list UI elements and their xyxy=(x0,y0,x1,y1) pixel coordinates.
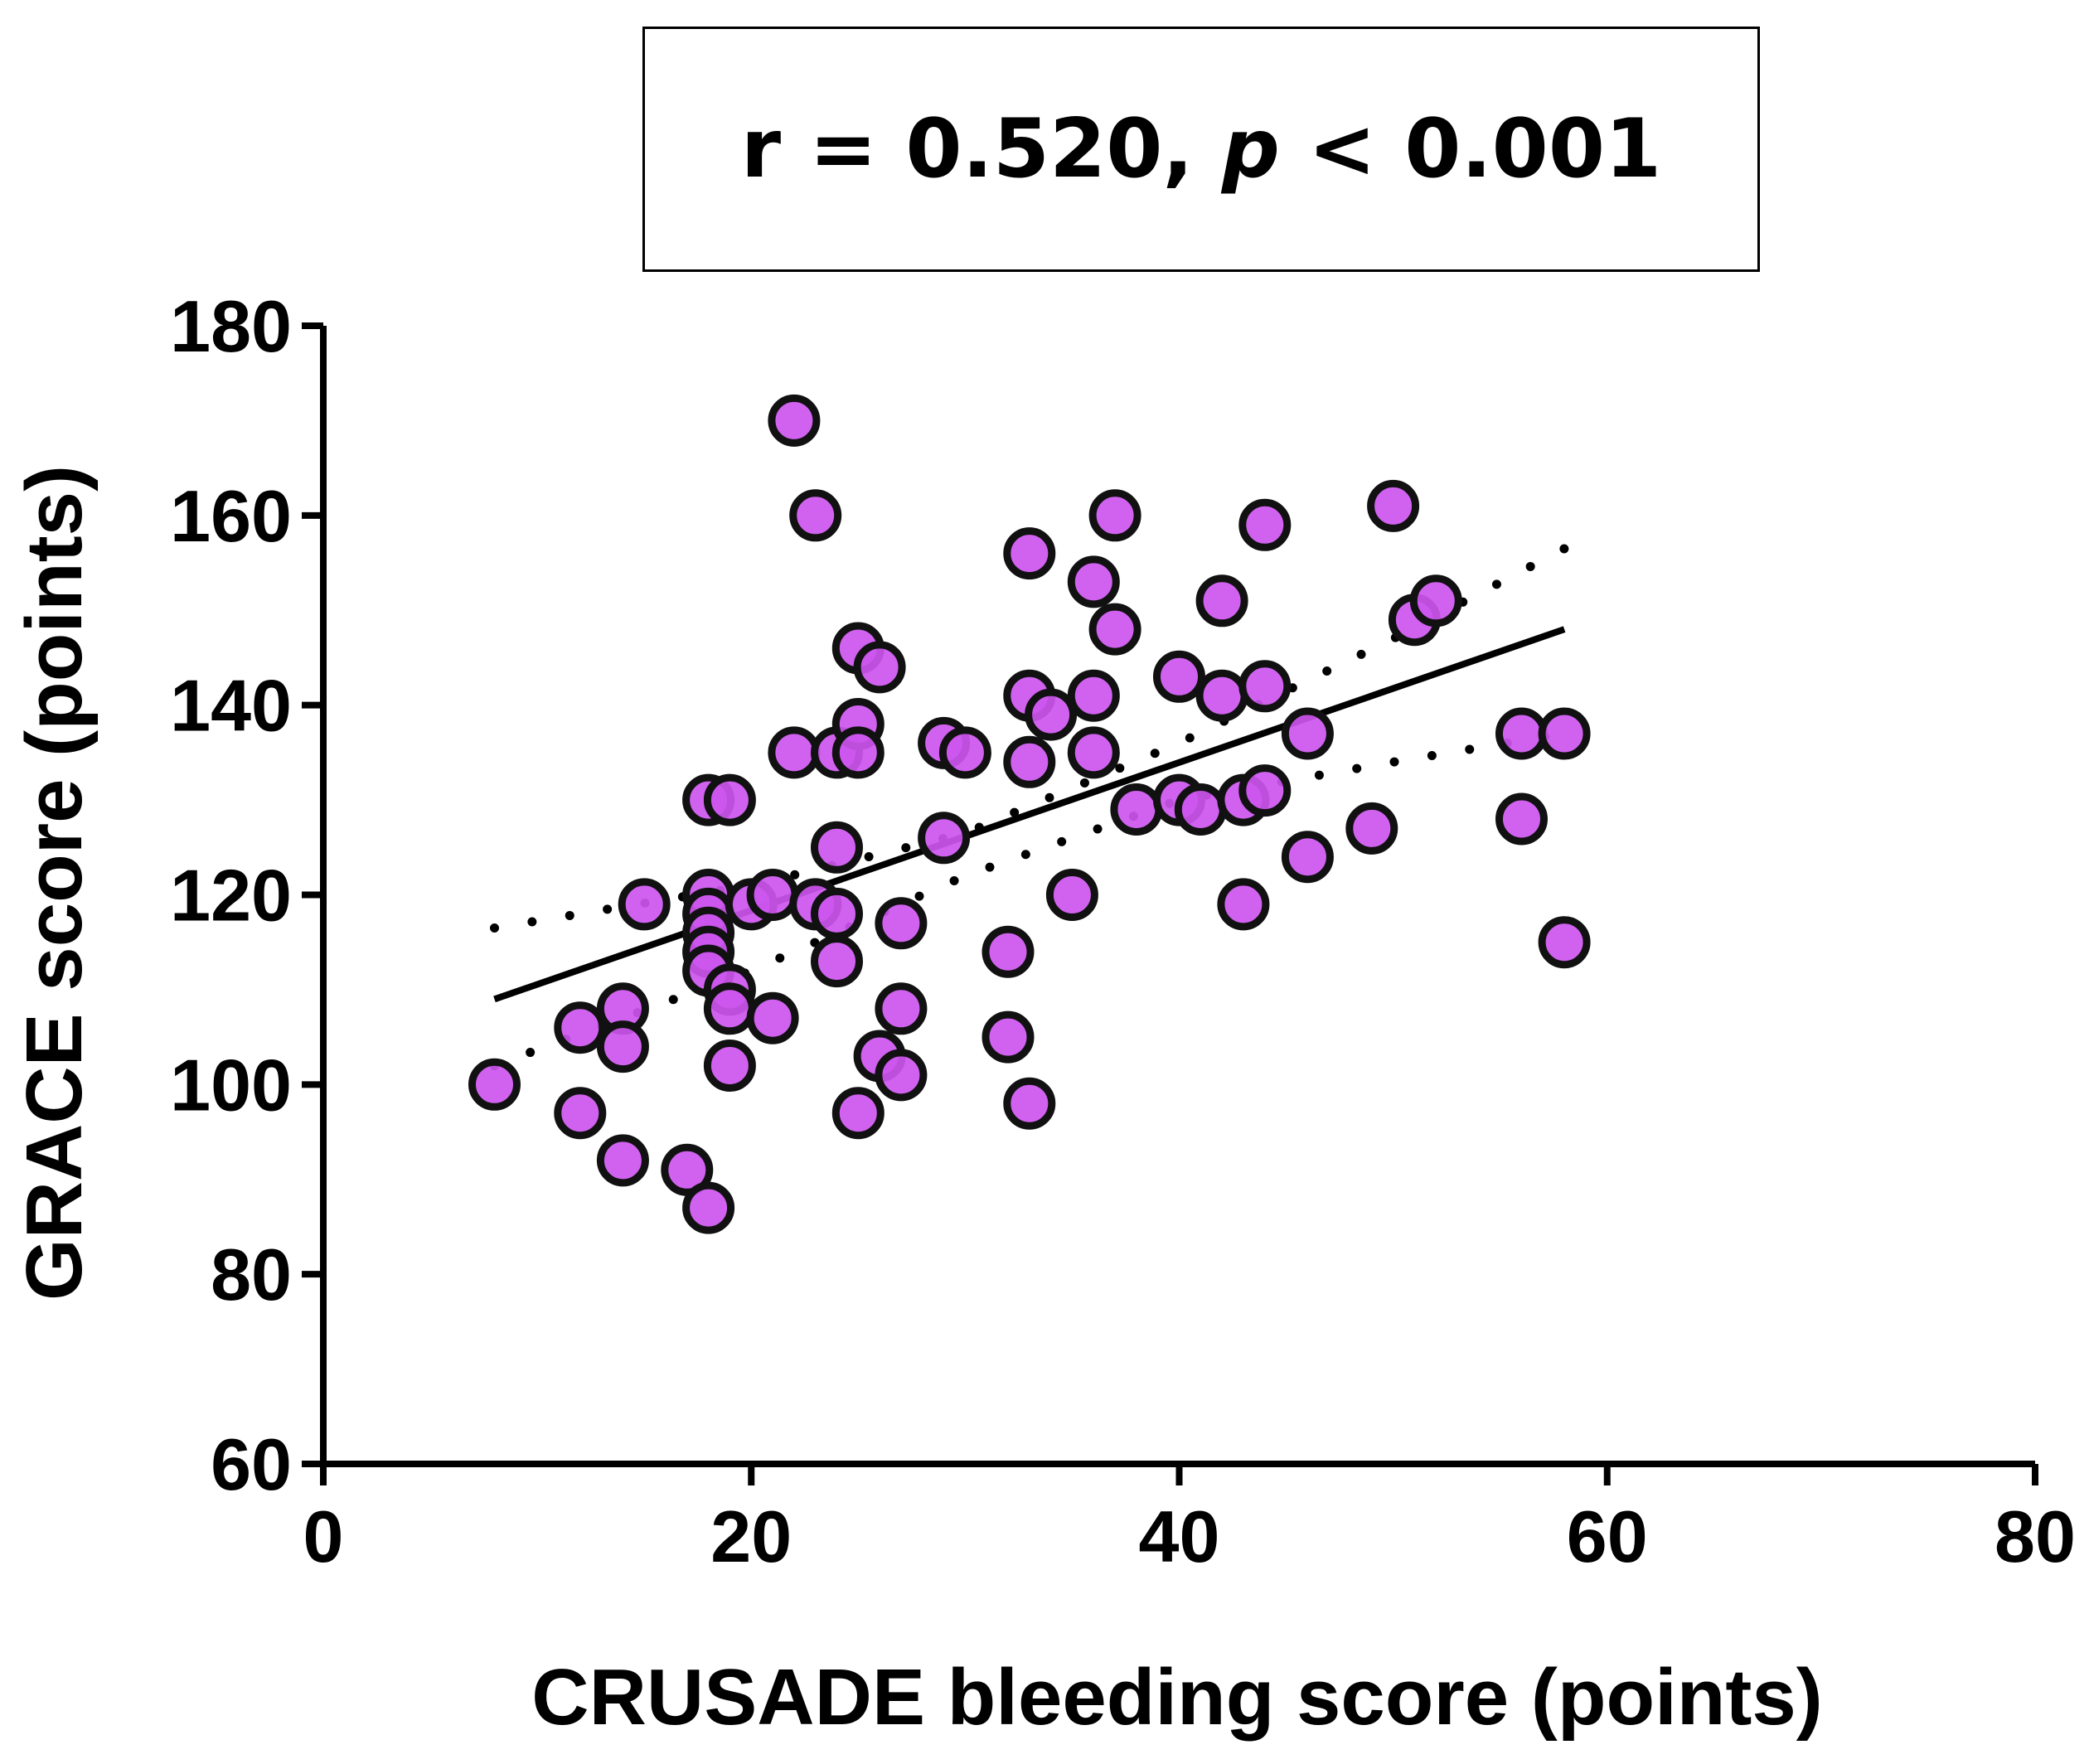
data-point xyxy=(1281,707,1334,760)
data-point xyxy=(1003,735,1056,788)
x-tick-label: 40 xyxy=(1139,1495,1220,1577)
data-point xyxy=(1217,878,1270,931)
y-axis-title: GRACE score (points) xyxy=(10,465,99,1301)
data-point xyxy=(1045,869,1098,921)
data-point xyxy=(853,641,906,694)
data-point xyxy=(875,897,928,950)
data-point xyxy=(1195,574,1248,628)
correlation-annotation-box: r = 0.520, p < 0.001 xyxy=(642,27,1760,272)
x-tick-label: 60 xyxy=(1567,1495,1648,1577)
data-point xyxy=(811,821,863,874)
data-point xyxy=(1281,831,1334,884)
data-point xyxy=(789,489,842,542)
x-axis-title: CRUSADE bleeding score (points) xyxy=(531,1653,1822,1742)
p-value-threshold: < 0.001 xyxy=(1279,102,1662,196)
p-symbol: p xyxy=(1221,102,1280,196)
data-point xyxy=(981,925,1035,978)
regression-layer xyxy=(493,626,1566,1003)
data-point xyxy=(1067,726,1120,779)
data-point xyxy=(1495,792,1548,846)
data-point xyxy=(1345,802,1398,855)
data-point xyxy=(831,1087,885,1140)
data-point xyxy=(875,1049,928,1102)
data-point xyxy=(703,1040,756,1092)
data-point xyxy=(596,1134,649,1187)
data-point xyxy=(1025,688,1078,741)
y-tick-label: 80 xyxy=(211,1233,292,1316)
data-point xyxy=(981,1010,1035,1064)
data-points xyxy=(468,394,1591,1234)
data-point xyxy=(468,1058,521,1111)
regression-line xyxy=(493,626,1566,1003)
data-point xyxy=(1367,479,1420,532)
data-point xyxy=(811,887,863,940)
x-tick-label: 20 xyxy=(710,1495,792,1577)
data-point xyxy=(918,812,971,865)
data-point xyxy=(618,878,671,931)
data-point xyxy=(596,1020,649,1073)
data-point xyxy=(831,726,885,779)
data-point xyxy=(703,982,756,1035)
data-point xyxy=(1067,555,1120,608)
data-point xyxy=(1088,603,1141,656)
data-point xyxy=(746,869,799,921)
y-tick-label: 160 xyxy=(170,475,292,557)
y-tick-label: 60 xyxy=(211,1423,292,1505)
data-point xyxy=(768,394,821,447)
data-point xyxy=(746,991,799,1044)
correlation-stat: r = 0.520, xyxy=(740,102,1222,196)
data-point xyxy=(875,982,928,1035)
data-point xyxy=(1088,489,1141,542)
y-tick-label: 100 xyxy=(170,1044,292,1126)
axes: 60 80 100 120 140 160 180 0 20 40 60 80 xyxy=(170,285,2076,1577)
data-point xyxy=(1003,1077,1056,1130)
data-point xyxy=(1238,764,1292,817)
data-point xyxy=(1495,707,1548,760)
data-point xyxy=(1538,707,1591,760)
x-tick-label: 80 xyxy=(1994,1495,2076,1577)
data-point xyxy=(1174,783,1227,836)
data-point xyxy=(938,726,991,779)
data-point xyxy=(811,935,863,988)
data-point xyxy=(1110,783,1163,836)
y-tick-label: 180 xyxy=(170,285,292,367)
data-point xyxy=(1238,660,1292,713)
data-point xyxy=(554,1087,607,1140)
data-point xyxy=(1153,650,1205,703)
data-point xyxy=(1238,498,1292,551)
data-point xyxy=(682,1181,735,1234)
data-point xyxy=(703,773,756,826)
data-point xyxy=(1003,527,1056,580)
data-point xyxy=(1067,669,1120,722)
x-tick-label: 0 xyxy=(303,1495,344,1577)
y-tick-label: 120 xyxy=(170,855,292,937)
data-point xyxy=(1409,574,1462,628)
data-point xyxy=(1195,669,1248,722)
data-point xyxy=(768,726,821,779)
data-point xyxy=(661,1143,714,1196)
y-tick-label: 140 xyxy=(170,665,292,747)
data-point xyxy=(554,1001,607,1054)
data-point xyxy=(1538,916,1591,969)
correlation-annotation: r = 0.520, p < 0.001 xyxy=(741,102,1662,196)
